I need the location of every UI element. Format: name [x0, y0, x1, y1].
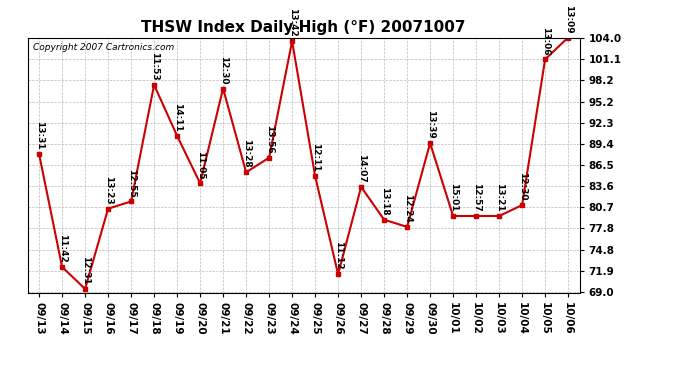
Text: 11:12: 11:12 — [333, 242, 343, 270]
Text: 13:39: 13:39 — [426, 110, 435, 139]
Text: 14:11: 14:11 — [172, 103, 181, 132]
Text: 13:09: 13:09 — [564, 5, 573, 33]
Text: 13:18: 13:18 — [380, 187, 388, 216]
Text: 12:30: 12:30 — [219, 56, 228, 84]
Text: 12:31: 12:31 — [81, 256, 90, 285]
Text: 15:01: 15:01 — [448, 183, 457, 212]
Title: THSW Index Daily High (°F) 20071007: THSW Index Daily High (°F) 20071007 — [141, 20, 466, 35]
Text: 14:07: 14:07 — [357, 154, 366, 183]
Text: 12:57: 12:57 — [471, 183, 481, 212]
Text: 13:23: 13:23 — [104, 176, 112, 204]
Text: 13:56: 13:56 — [264, 125, 274, 153]
Text: 11:42: 11:42 — [57, 234, 67, 263]
Text: 13:42: 13:42 — [288, 8, 297, 37]
Text: 11:53: 11:53 — [150, 52, 159, 81]
Text: 12:55: 12:55 — [126, 169, 136, 197]
Text: 12:11: 12:11 — [310, 143, 319, 172]
Text: 13:28: 13:28 — [241, 140, 250, 168]
Text: 13:21: 13:21 — [495, 183, 504, 212]
Text: 13:06: 13:06 — [540, 27, 550, 55]
Text: 11:05: 11:05 — [195, 150, 205, 179]
Text: 12:24: 12:24 — [402, 194, 412, 223]
Text: Copyright 2007 Cartronics.com: Copyright 2007 Cartronics.com — [33, 43, 175, 52]
Text: 13:31: 13:31 — [34, 121, 43, 150]
Text: 12:30: 12:30 — [518, 172, 526, 201]
